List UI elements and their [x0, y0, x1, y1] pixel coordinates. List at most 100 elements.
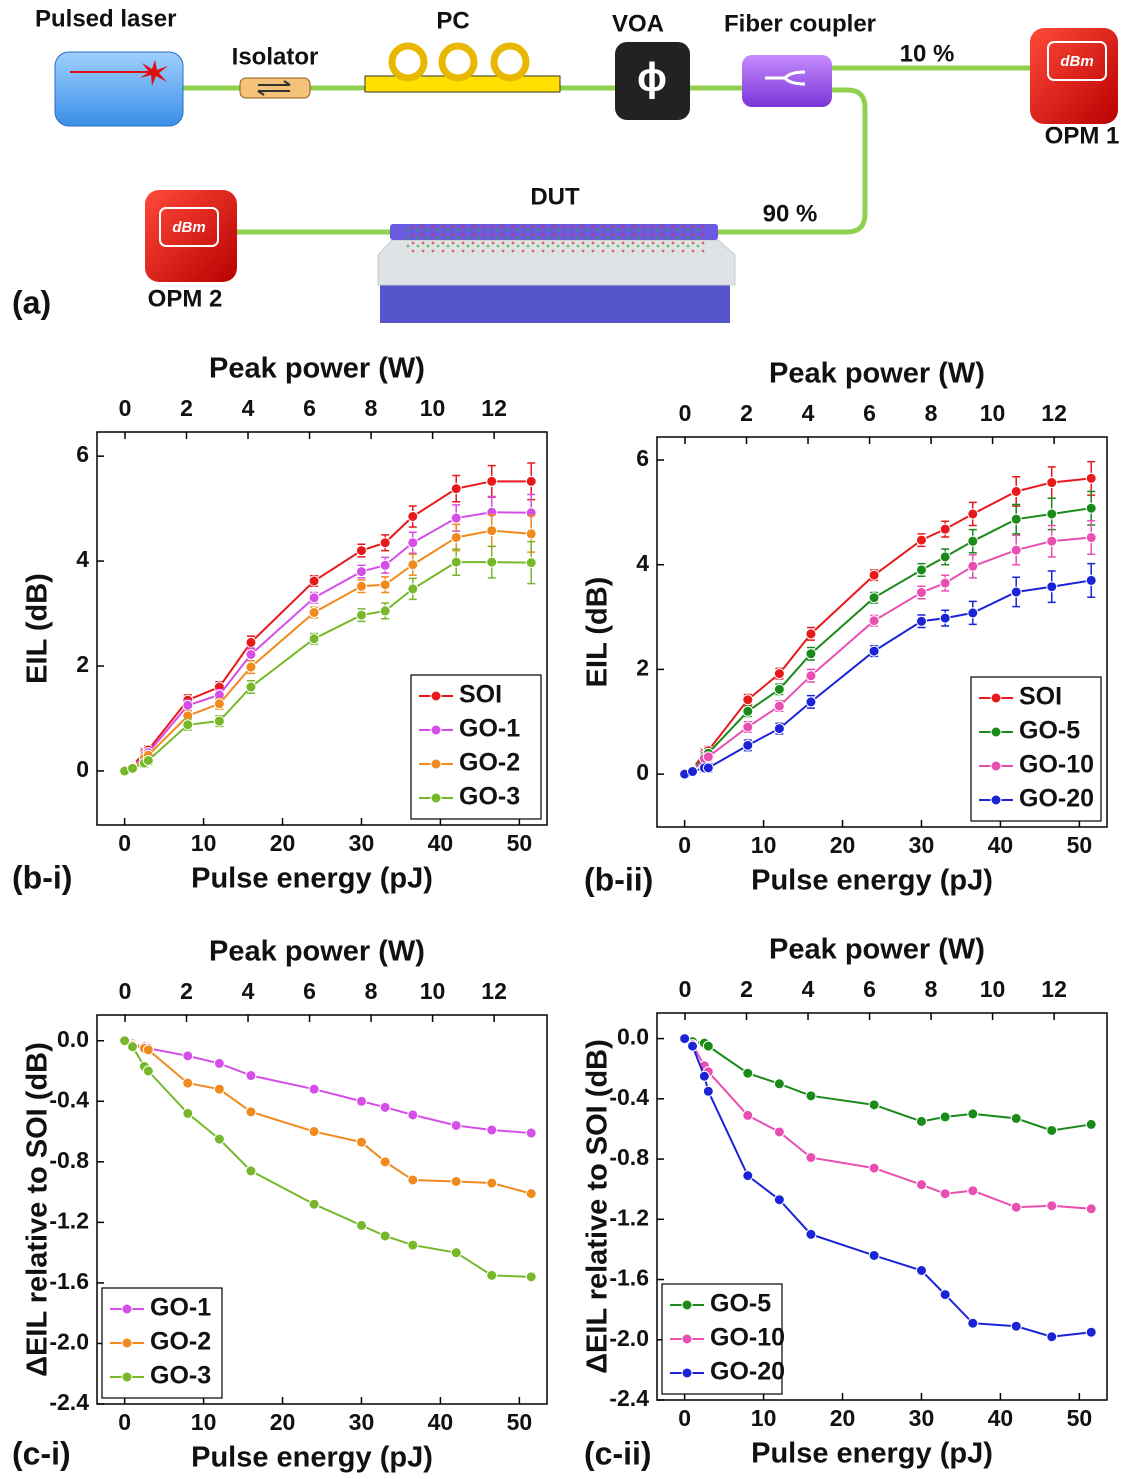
data-point	[702, 1040, 714, 1052]
data-point	[486, 475, 498, 487]
x-tick-label: 30	[349, 830, 375, 856]
x2-tick-label: 0	[679, 976, 692, 1002]
data-point	[182, 1077, 194, 1089]
data-point	[1046, 1124, 1058, 1136]
data-point	[182, 1107, 194, 1119]
chart: 0 10 20 30 40 50 0 2 4 6 8 10 12 0.0 -0.4 -0.8 -1.2 -1.6 -…	[582, 934, 1108, 1471]
data-point	[450, 512, 462, 524]
data-point	[379, 559, 391, 571]
x2-tick-label: 0	[119, 978, 132, 1004]
data-point	[407, 1174, 419, 1186]
data-point	[450, 483, 462, 495]
data-point	[1085, 574, 1097, 586]
label: OPM 1	[1045, 122, 1120, 149]
x2-tick-label: 10	[980, 400, 1006, 426]
data-point	[915, 534, 927, 546]
x2-tick-label: 12	[1041, 976, 1067, 1002]
x2-tick-label: 4	[242, 395, 255, 421]
x2-tick-label: 2	[180, 395, 193, 421]
data-point	[127, 1041, 139, 1053]
label: Fiber coupler	[724, 10, 876, 37]
data-point	[245, 636, 257, 648]
x2-tick-label: 2	[180, 978, 193, 1004]
data-point	[687, 1040, 699, 1052]
legend-marker	[430, 724, 442, 736]
legend-label: GO-1	[150, 1294, 211, 1322]
data-point	[245, 661, 257, 673]
pc-loop	[438, 42, 478, 82]
y-tick-label: -1.2	[49, 1207, 89, 1233]
data-point	[939, 551, 951, 563]
coupler-symbol	[765, 70, 806, 86]
data-point	[1085, 472, 1097, 484]
isolator-arrows	[257, 80, 291, 96]
x-tick-label: 0	[678, 1405, 691, 1431]
x-tick-label: 50	[1067, 832, 1093, 858]
data-point	[742, 705, 754, 717]
data-point	[355, 1095, 367, 1107]
opm-1	[1030, 28, 1118, 124]
opm-screen	[159, 207, 219, 247]
data-point	[915, 1264, 927, 1276]
x-tick-label: 10	[191, 1409, 217, 1435]
panel-label: (b-ii)	[584, 861, 653, 897]
x2-tick-label: 6	[863, 400, 876, 426]
data-point	[967, 1317, 979, 1329]
panel-label: (c-ii)	[584, 1435, 652, 1471]
y-tick-label: -0.8	[49, 1147, 89, 1173]
data-point	[379, 537, 391, 549]
x2-tick-label: 0	[679, 400, 692, 426]
x-tick-label: 20	[270, 1409, 296, 1435]
data-point	[1010, 1201, 1022, 1213]
pc-loop	[388, 42, 428, 82]
y-tick-label: -1.6	[609, 1265, 649, 1291]
data-point	[742, 1109, 754, 1121]
setup-diagram: ϕ dBm dBm Pulsed laser Isolator PC VOA F…	[12, 5, 1119, 323]
y-tick-label: -0.4	[609, 1084, 649, 1110]
data-point	[773, 683, 785, 695]
data-point	[213, 715, 225, 727]
series-line	[124, 1039, 532, 1278]
data-point	[142, 754, 154, 766]
x-tick-label: 50	[1067, 1405, 1093, 1431]
go-film	[405, 225, 705, 253]
data-point	[525, 1271, 537, 1283]
x2-tick-label: 6	[303, 395, 316, 421]
x-tick-label: 50	[507, 830, 533, 856]
laser-spark	[140, 60, 168, 86]
x2-tick-label: 4	[802, 976, 815, 1002]
label: 10 %	[900, 40, 955, 67]
data-point	[308, 592, 320, 604]
x-tick-label: 0	[118, 830, 131, 856]
data-point	[407, 510, 419, 522]
legend-label: GO-3	[459, 783, 520, 811]
data-point	[308, 1083, 320, 1095]
y-axis-title: EIL (dB)	[582, 577, 614, 688]
plot-frame	[656, 436, 1108, 828]
data-point	[525, 1188, 537, 1200]
x-tick-label: 0	[678, 832, 691, 858]
x-tick-label: 30	[909, 832, 935, 858]
y-tick-label: 6	[76, 441, 89, 467]
y-tick-label: -2.0	[609, 1325, 649, 1351]
data-point	[379, 1101, 391, 1113]
x-axis-title: Pulse energy (pJ)	[191, 863, 433, 895]
legend-marker	[990, 692, 1002, 704]
x2-tick-label: 0	[119, 395, 132, 421]
data-point	[525, 557, 537, 569]
x2-tick-label: 8	[925, 400, 938, 426]
data-point	[245, 1165, 257, 1177]
data-point	[967, 607, 979, 619]
data-point	[967, 535, 979, 547]
x2-tick-label: 4	[242, 978, 255, 1004]
data-point	[742, 739, 754, 751]
legend-label: GO-5	[1019, 717, 1080, 745]
data-point	[213, 1083, 225, 1095]
legend-label: GO-2	[459, 749, 520, 777]
chart: 0 10 20 30 40 50 0 2 4 6 8 10 12 0.0 -0.4 -0.8 -1.2 -1.6 -…	[12, 936, 548, 1474]
y-tick-label: 6	[636, 445, 649, 471]
y-tick-label: -0.4	[49, 1086, 89, 1112]
data-point	[939, 1111, 951, 1123]
data-point	[379, 1230, 391, 1242]
